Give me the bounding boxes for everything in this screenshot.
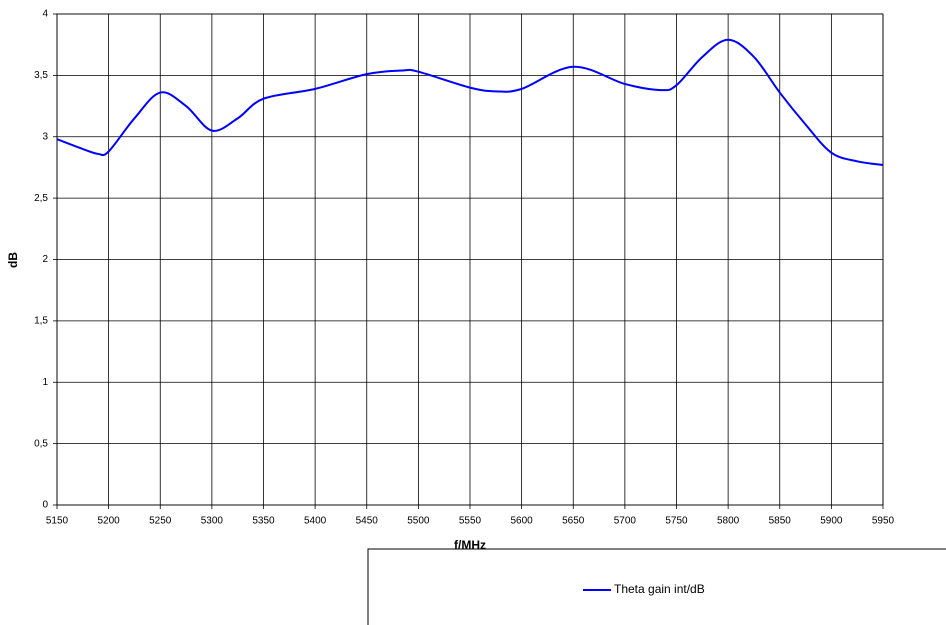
legend-box [367, 548, 946, 625]
x-tick-label: 5450 [356, 516, 379, 527]
x-tick-label: 5700 [614, 516, 637, 527]
y-tick-label: 4 [42, 9, 48, 20]
x-tick-label: 5850 [769, 516, 792, 527]
y-tick-label: 3,5 [34, 70, 48, 81]
y-axis-title: dB [6, 252, 20, 268]
x-tick-label: 5650 [562, 516, 585, 527]
x-tick-label: 5600 [511, 516, 534, 527]
x-tick-label: 5550 [459, 516, 482, 527]
x-tick-label: 5200 [98, 516, 121, 527]
x-tick-label: 5750 [665, 516, 688, 527]
y-tick-label: 1,5 [34, 316, 48, 327]
y-tick-label: 1 [42, 377, 48, 388]
x-tick-label: 5250 [149, 516, 172, 527]
y-tick-label: 2 [42, 254, 48, 265]
data-line [56, 38, 884, 166]
legend: Theta gain int/dB [583, 582, 705, 596]
y-tick-label: 2,5 [34, 193, 48, 204]
x-tick-label: 5950 [872, 516, 895, 527]
x-tick-label: 5300 [201, 516, 224, 527]
y-tick-label: 0,5 [34, 438, 48, 449]
x-tick-label: 5350 [252, 516, 275, 527]
y-tick-label: 3 [42, 131, 48, 142]
legend-label: Theta gain int/dB [614, 582, 705, 596]
y-tick-label: 0 [42, 500, 48, 511]
x-tick-label: 5800 [717, 516, 740, 527]
plot-area: 0 0,5 1 1,5 2 2,5 3 3,5 4 5150 5200 5250 5300 5350 540… [34, 9, 894, 527]
x-tick-label: 5500 [407, 516, 430, 527]
x-tick-label: 5900 [820, 516, 843, 527]
x-tick-label: 5150 [46, 516, 69, 527]
x-tick-label: 5400 [304, 516, 327, 527]
